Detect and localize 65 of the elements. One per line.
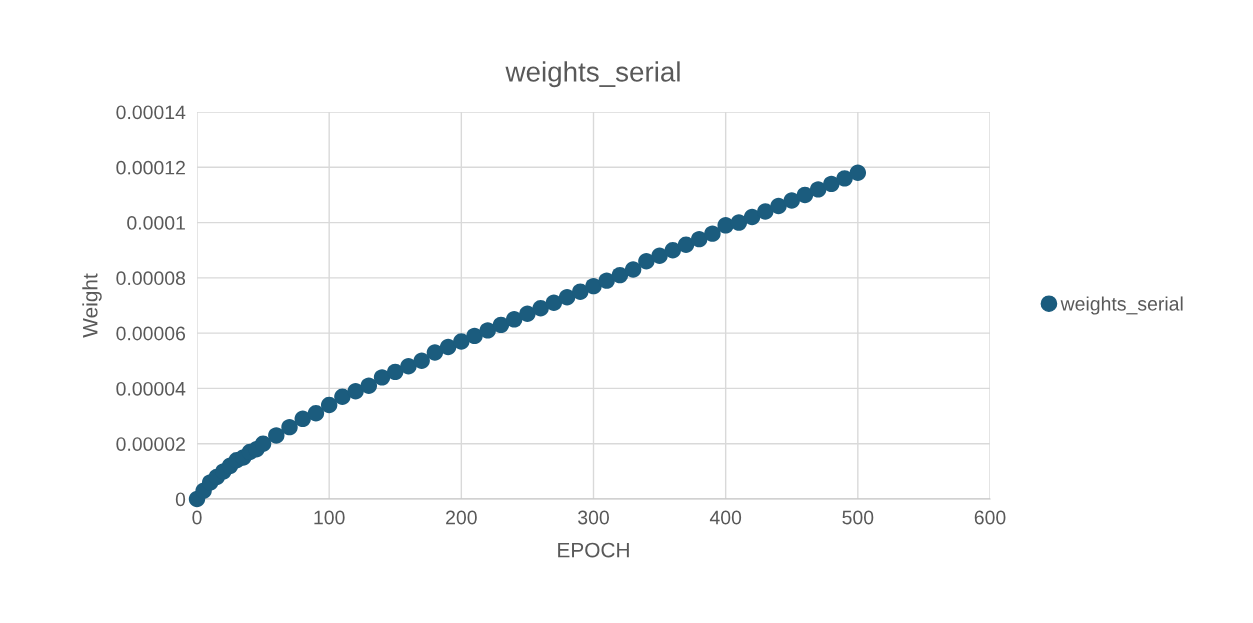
x-tick-label: 600 [974,510,1006,525]
point [558,288,576,306]
x-tick-label: 0 [192,510,202,525]
point [453,333,470,350]
point [849,164,867,182]
x-tick-label: 200 [446,510,477,525]
x-axis-title: EPOCH [558,542,629,558]
point [638,253,655,270]
point [704,225,721,242]
x-tick-label: 300 [578,510,609,525]
point [743,208,761,226]
point [691,230,708,248]
point [611,266,629,284]
point [400,358,417,375]
point [624,261,642,278]
point [426,344,444,361]
point [519,305,536,323]
point [572,283,589,300]
point [585,277,602,295]
point [360,377,378,394]
x-tick-label: 100 [314,510,345,525]
y-tick-label: 0 [175,492,186,507]
point [307,405,325,422]
point [268,427,285,444]
point [730,214,748,231]
y-tick-label: 0.00014 [116,105,186,120]
point [413,352,430,369]
point [545,294,563,311]
point [532,300,549,317]
y-tick-label: 0.00008 [116,271,186,286]
point [757,203,774,220]
y-tick-label: 0.00006 [116,326,186,341]
point [466,327,483,345]
y-tick-label: 0.00004 [116,381,186,396]
point [598,272,615,289]
point [294,410,311,428]
legend-label: weights_serial [1060,296,1183,315]
point [651,247,668,264]
point [677,236,695,253]
point [347,382,364,400]
point [254,435,272,452]
y-tick-label: 0.00002 [116,437,185,451]
point [836,170,853,187]
point [770,197,787,215]
point [373,369,391,386]
point [823,175,840,193]
point [717,217,734,234]
point [809,181,827,198]
point [439,338,457,356]
point [281,418,298,436]
x-tick-label: 500 [842,510,874,525]
point [320,396,338,414]
point [492,316,510,334]
point [479,322,496,339]
y-tick-label: 0.00012 [116,160,185,175]
point [796,186,814,204]
point [505,311,523,328]
point [387,363,404,381]
chart-title: weights_serial [505,61,680,88]
point [664,242,682,259]
x-tick-label: 400 [709,510,742,525]
point [334,388,351,405]
point [783,192,800,209]
y-axis-title: Weight [82,273,102,338]
y-tick-label: 0.0001 [127,216,185,230]
